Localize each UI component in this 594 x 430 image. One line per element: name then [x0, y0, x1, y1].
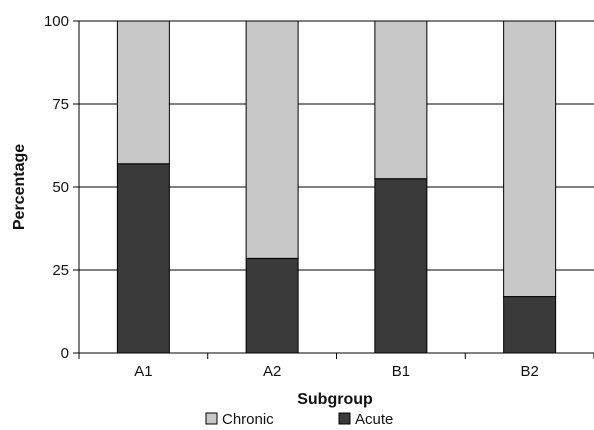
bars: [116, 20, 557, 354]
x-axis-title: Subgroup: [297, 391, 373, 408]
bar-chronic-a2: [245, 20, 299, 259]
bar-acute-b1: [374, 178, 428, 354]
y-tick-label-0: 0: [61, 345, 69, 362]
legend-label-acute: Acute: [355, 411, 393, 428]
y-tick-label-100: 100: [44, 13, 69, 30]
y-tick-label-50: 50: [52, 179, 69, 196]
x-tick-label-b2: B2: [520, 363, 538, 380]
legend-swatch-acute: [338, 412, 351, 425]
x-tick-label-a1: A1: [134, 363, 152, 380]
legend-swatch-chronic: [205, 412, 218, 425]
tick-labels: 0 25 50 75 100 A1 A2 B1 B2: [44, 13, 539, 380]
bar-chronic-a1: [116, 20, 170, 165]
bar-acute-a2: [245, 257, 299, 354]
legend: Chronic Acute: [205, 411, 393, 428]
bar-chronic-b2: [503, 20, 557, 298]
bar-acute-b2: [503, 296, 557, 354]
legend-label-chronic: Chronic: [222, 411, 274, 428]
bar-acute-a1: [116, 163, 170, 354]
y-tick-label-75: 75: [52, 96, 69, 113]
x-tick-label-b1: B1: [392, 363, 410, 380]
y-axis-title: Percentage: [11, 144, 28, 230]
axes: [73, 20, 594, 359]
bar-chronic-b1: [374, 20, 428, 180]
x-tick-label-a2: A2: [263, 363, 281, 380]
y-tick-label-25: 25: [52, 262, 69, 279]
